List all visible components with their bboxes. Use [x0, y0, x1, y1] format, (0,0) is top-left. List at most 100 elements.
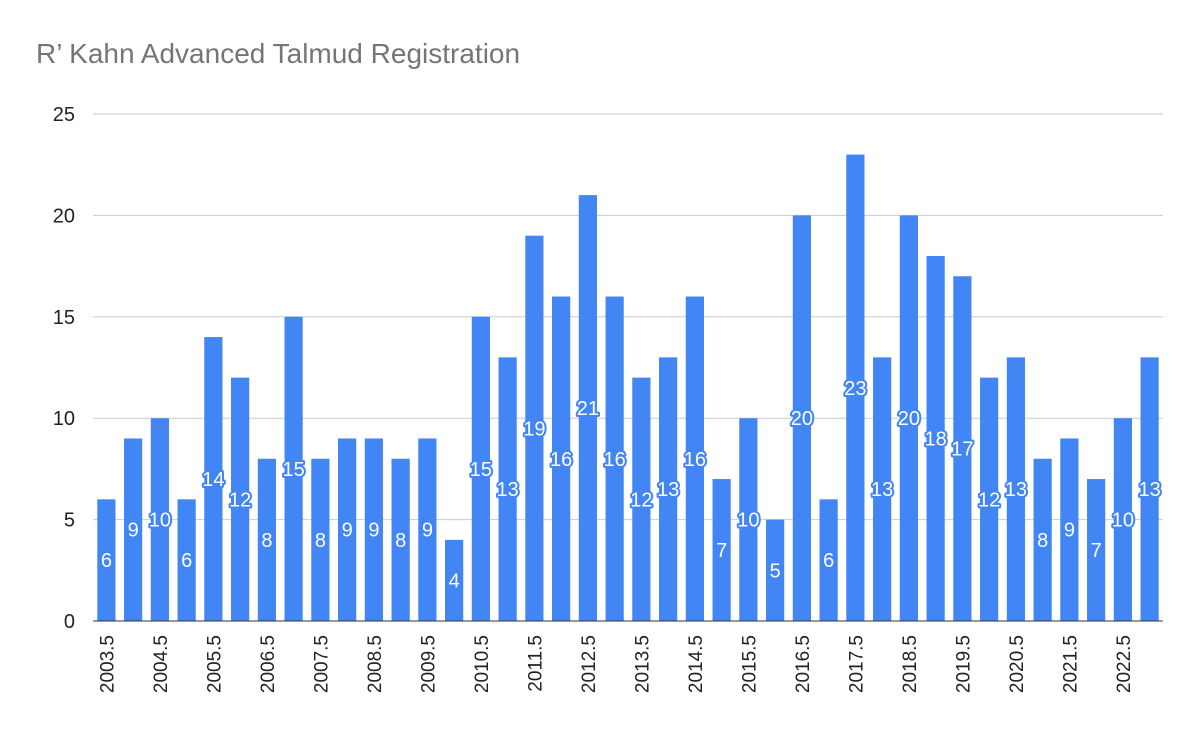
data-label: 4	[449, 570, 460, 592]
bar	[632, 377, 651, 621]
data-label: 13	[1139, 479, 1161, 501]
chart-title: R’ Kahn Advanced Talmud Registration	[36, 38, 521, 69]
data-label: 13	[871, 479, 893, 501]
bar	[391, 458, 410, 621]
data-label: 9	[1064, 520, 1075, 542]
bar	[311, 458, 330, 621]
x-tick-label: 2014.5	[686, 635, 707, 693]
data-label: 10	[149, 510, 171, 532]
bar	[980, 377, 999, 621]
y-tick-label: 0	[64, 611, 75, 633]
y-tick-label: 10	[53, 408, 75, 430]
data-label: 7	[716, 540, 727, 562]
bar	[766, 519, 785, 621]
x-tick-label: 2012.5	[579, 635, 600, 693]
bar	[926, 255, 945, 621]
data-label: 16	[604, 449, 626, 471]
bar	[150, 418, 169, 621]
x-tick-label: 2007.5	[311, 635, 332, 693]
y-tick-label: 25	[53, 104, 75, 126]
bar	[1033, 458, 1052, 621]
data-label: 21	[577, 398, 599, 420]
data-label: 13	[1005, 479, 1027, 501]
data-label: 8	[1037, 530, 1048, 552]
data-label: 9	[368, 520, 379, 542]
data-label: 7	[1091, 540, 1102, 562]
x-tick-label: 2020.5	[1007, 635, 1028, 693]
bar	[953, 276, 972, 621]
x-tick-label: 2004.5	[151, 635, 172, 693]
x-tick-label: 2008.5	[365, 635, 386, 693]
x-tick-label: 2022.5	[1114, 635, 1135, 693]
x-tick-label: 2005.5	[204, 635, 225, 693]
data-label: 8	[315, 530, 326, 552]
bar	[819, 499, 838, 621]
bar	[739, 418, 758, 621]
bar	[284, 316, 303, 621]
data-label: 20	[898, 408, 920, 430]
data-label: 13	[497, 479, 519, 501]
bar	[364, 438, 383, 621]
x-tick-label: 2018.5	[900, 635, 921, 693]
bar	[177, 499, 196, 621]
data-label: 6	[823, 550, 834, 572]
bar	[1113, 418, 1132, 621]
bar	[605, 296, 624, 621]
bar	[712, 479, 731, 621]
x-tick-label: 2017.5	[846, 635, 867, 693]
data-label: 15	[283, 459, 305, 481]
bar	[578, 195, 597, 621]
bar	[846, 154, 865, 621]
data-label: 19	[523, 418, 545, 440]
bar	[338, 438, 357, 621]
data-label: 12	[630, 489, 652, 511]
x-tick-label: 2013.5	[632, 635, 653, 693]
bar	[231, 377, 250, 621]
x-tick-label: 2021.5	[1060, 635, 1081, 693]
bar	[552, 296, 571, 621]
bar	[498, 357, 517, 621]
x-tick-label: 2006.5	[258, 635, 279, 693]
data-label: 5	[770, 560, 781, 582]
data-label: 9	[128, 520, 139, 542]
data-label: 8	[261, 530, 272, 552]
x-tick-label: 2016.5	[793, 635, 814, 693]
bar	[97, 499, 116, 621]
y-tick-label: 20	[53, 205, 75, 227]
data-label: 16	[684, 449, 706, 471]
data-label: 13	[657, 479, 679, 501]
bar	[1140, 357, 1159, 621]
data-label: 9	[422, 520, 433, 542]
bar	[1060, 438, 1079, 621]
data-label: 6	[101, 550, 112, 572]
bar	[445, 539, 464, 621]
data-label: 10	[1112, 510, 1134, 532]
bar	[899, 215, 918, 621]
data-label: 10	[737, 510, 759, 532]
bar	[418, 438, 437, 621]
bar	[873, 357, 892, 621]
x-tick-label: 2009.5	[418, 635, 439, 693]
x-tick-label: 2003.5	[97, 635, 118, 693]
x-tick-label: 2011.5	[525, 635, 546, 692]
data-label: 9	[342, 520, 353, 542]
data-label: 8	[395, 530, 406, 552]
bar	[792, 215, 811, 621]
bar	[1006, 357, 1025, 621]
data-label: 23	[844, 378, 866, 400]
x-tick-label: 2010.5	[472, 635, 493, 693]
data-label: 15	[470, 459, 492, 481]
data-label: 6	[181, 550, 192, 572]
bar	[124, 438, 143, 621]
data-label: 14	[202, 469, 224, 491]
data-label: 17	[951, 439, 973, 461]
data-label: 12	[229, 489, 251, 511]
x-tick-label: 2015.5	[739, 635, 760, 693]
bar	[1087, 479, 1106, 621]
data-label: 16	[550, 449, 572, 471]
bar	[471, 316, 490, 621]
bar	[525, 235, 544, 621]
bar	[659, 357, 678, 621]
